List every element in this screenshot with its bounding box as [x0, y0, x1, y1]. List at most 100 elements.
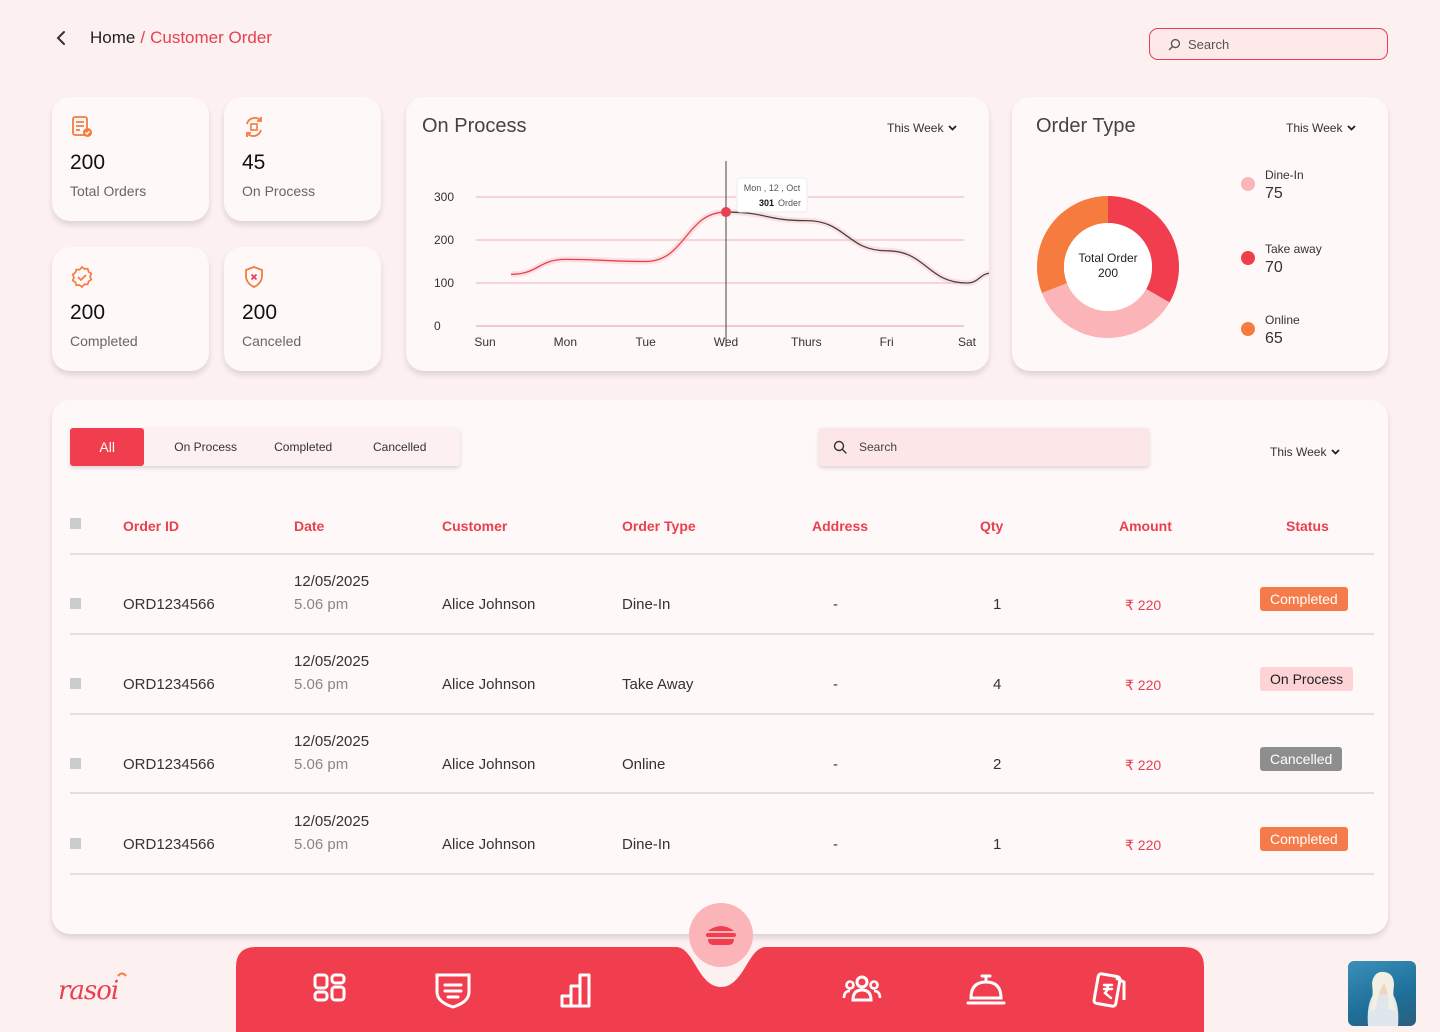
- stat-label: On Process: [242, 183, 316, 199]
- table-period-dropdown[interactable]: This Week: [1270, 445, 1341, 459]
- header-status[interactable]: Status: [1286, 518, 1329, 534]
- orders-table-card: [52, 400, 1388, 934]
- row-checkbox[interactable]: [70, 838, 81, 849]
- customers-icon[interactable]: [842, 970, 882, 1010]
- stat-label: Total Orders: [70, 183, 147, 199]
- donut-slice-dine-in: [1041, 283, 1170, 338]
- legend-value: 75: [1265, 185, 1283, 202]
- cell-amount: ₹ 220: [1125, 757, 1162, 773]
- series-line-glow: [510, 209, 989, 287]
- row-divider: [70, 633, 1374, 635]
- header-qty[interactable]: Qty: [980, 518, 1004, 534]
- payment-icon[interactable]: [1090, 970, 1130, 1010]
- cell-order-type: Dine-In: [622, 596, 671, 613]
- on-process-panel: On Process This Week 300 200 100 0 Sun Mon Tue…: [406, 97, 989, 371]
- header-customer[interactable]: Customer: [442, 518, 508, 534]
- status-badge: Cancelled: [1260, 747, 1343, 771]
- back-arrow-icon[interactable]: [56, 29, 74, 47]
- menu-list-icon[interactable]: [434, 970, 474, 1010]
- row-checkbox[interactable]: [70, 758, 81, 769]
- tab-completed[interactable]: Completed: [274, 440, 333, 454]
- row-checkbox[interactable]: [70, 598, 81, 609]
- cell-time: 5.06 pm: [294, 596, 349, 613]
- period-label: This Week: [1286, 121, 1343, 135]
- select-all-checkbox[interactable]: [70, 518, 81, 529]
- top-search-input[interactable]: Search: [1149, 28, 1388, 60]
- orders-center-icon: [706, 926, 736, 945]
- table-row[interactable]: ORD1234566 12/05/2025 5.06 pm Alice John…: [0, 554, 1440, 634]
- legend-take-away: Take away 70: [1241, 242, 1322, 277]
- legend-dine-in: Dine-In 75: [1241, 168, 1304, 203]
- table-row[interactable]: ORD1234566 12/05/2025 5.06 pm Alice John…: [0, 714, 1440, 794]
- top-search-placeholder: Search: [1188, 36, 1230, 52]
- cell-amount: ₹ 220: [1125, 837, 1162, 853]
- status-filter-tabs: All On Process Completed Cancelled: [70, 428, 460, 466]
- stat-card-on-process: 45 On Process: [224, 97, 381, 221]
- cell-time: 5.06 pm: [294, 676, 349, 693]
- cell-address: -: [833, 596, 838, 613]
- user-avatar[interactable]: [1348, 961, 1416, 1026]
- svg-text:rasoi: rasoi: [58, 976, 119, 1006]
- donut-center-label: Total Order 200: [1056, 251, 1160, 281]
- cell-order-id: ORD1234566: [123, 836, 215, 853]
- table-search-input[interactable]: Search: [819, 428, 1149, 466]
- row-checkbox[interactable]: [70, 678, 81, 689]
- header-order-type[interactable]: Order Type: [622, 518, 696, 534]
- x-tick-label: Sat: [958, 335, 977, 349]
- cell-order-id: ORD1234566: [123, 596, 215, 613]
- donut-slice-online: [1037, 196, 1108, 293]
- period-label: This Week: [1270, 445, 1327, 459]
- breadcrumb-separator: /: [140, 28, 146, 47]
- breadcrumb-home-link[interactable]: Home: [90, 28, 136, 47]
- order-type-title: Order Type: [1036, 115, 1136, 137]
- legend-dot: [1241, 322, 1255, 336]
- cell-address: -: [833, 756, 838, 773]
- order-type-period-dropdown[interactable]: This Week: [1286, 121, 1357, 135]
- on-process-period-dropdown[interactable]: This Week: [887, 121, 958, 135]
- table-row[interactable]: ORD1234566 12/05/2025 5.06 pm Alice John…: [0, 634, 1440, 714]
- header-date[interactable]: Date: [294, 518, 325, 534]
- header-amount[interactable]: Amount: [1119, 518, 1172, 534]
- dashboard-icon[interactable]: [310, 970, 350, 1010]
- bottom-navigation-bar: [236, 947, 1204, 1032]
- service-bell-icon[interactable]: [966, 970, 1006, 1010]
- breadcrumb-current: Customer Order: [150, 28, 272, 47]
- cell-date: 12/05/2025: [294, 733, 370, 750]
- cell-customer: Alice Johnson: [442, 596, 536, 613]
- legend-name: Dine-In: [1265, 168, 1304, 182]
- breadcrumb: Home / Customer Order: [56, 26, 272, 50]
- row-divider: [70, 792, 1374, 794]
- search-icon: [833, 440, 847, 454]
- cell-qty: 1: [993, 836, 1002, 853]
- cell-customer: Alice Johnson: [442, 756, 536, 773]
- cell-time: 5.06 pm: [294, 756, 349, 773]
- stat-card-completed: 200 Completed: [52, 247, 209, 371]
- legend-name: Online: [1265, 313, 1300, 327]
- header-address[interactable]: Address: [812, 518, 869, 534]
- highlight-point[interactable]: [721, 207, 731, 218]
- cell-order-id: ORD1234566: [123, 756, 215, 773]
- x-tick-label: Thurs: [791, 335, 822, 349]
- canceled-shield-icon: [242, 265, 363, 289]
- tooltip-unit: Order: [778, 198, 801, 208]
- cell-order-type: Dine-In: [622, 836, 671, 853]
- search-icon: [1168, 38, 1181, 50]
- period-label: This Week: [887, 121, 944, 135]
- orders-list-icon: [70, 115, 191, 139]
- status-badge: On Process: [1260, 667, 1354, 691]
- stat-label: Canceled: [242, 333, 302, 349]
- tab-cancelled[interactable]: Cancelled: [373, 440, 427, 454]
- tab-all[interactable]: All: [70, 428, 145, 466]
- on-process-title: On Process: [422, 115, 527, 137]
- header-divider: [70, 553, 1374, 555]
- tab-on-process[interactable]: On Process: [174, 440, 237, 454]
- legend-dot: [1241, 251, 1255, 265]
- stat-card-canceled: 200 Canceled: [224, 247, 381, 371]
- header-order-id[interactable]: Order ID: [123, 518, 180, 534]
- donut-center-title: Total Order: [1078, 251, 1138, 265]
- analytics-icon[interactable]: [558, 970, 598, 1010]
- orders-center-button[interactable]: [689, 903, 753, 967]
- status-badge: Completed: [1260, 827, 1348, 851]
- table-row[interactable]: ORD1234566 12/05/2025 5.06 pm Alice John…: [0, 794, 1440, 874]
